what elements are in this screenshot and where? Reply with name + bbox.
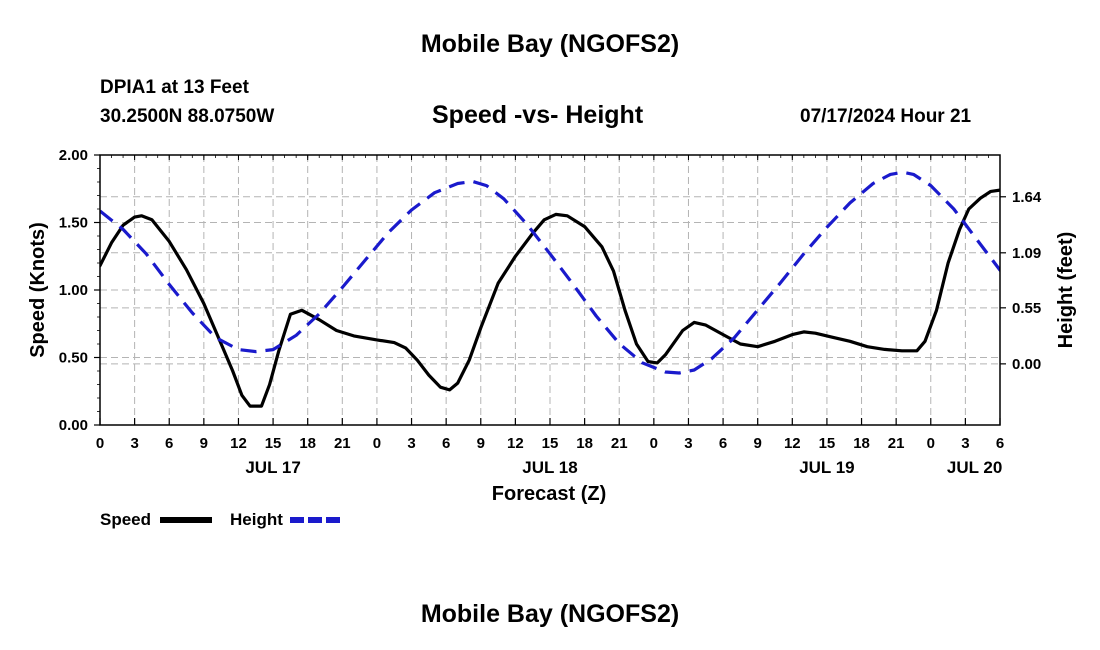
- x-tick-label: 6: [165, 435, 173, 452]
- x-tick-label: 3: [407, 435, 415, 452]
- x-tick-label: 21: [334, 435, 351, 452]
- y2-axis-label: Height (feet): [1055, 232, 1077, 349]
- x-tick-label: 18: [576, 435, 593, 452]
- main-title: Mobile Bay (NGOFS2): [420, 30, 680, 58]
- x-tick-label: 0: [373, 435, 381, 452]
- axes: 0 3 6 9 12 15 18 21 0 3 6 9 12 15 18 21 0 3 6 9 12 15 18 21 0 3 6 J…: [59, 147, 1042, 477]
- x-tick-label: 3: [684, 435, 692, 452]
- y2-tick-label: 0.00: [1012, 356, 1041, 373]
- coordinates-label: 30.2500N 88.0750W: [100, 106, 275, 127]
- x-tick-label: 9: [477, 435, 485, 452]
- legend: Speed Height: [100, 510, 342, 529]
- x-tick-label: 15: [819, 435, 836, 452]
- x-tick-label: 9: [200, 435, 208, 452]
- date-label: JUL 18: [522, 458, 577, 477]
- footer-title: Mobile Bay (NGOFS2): [420, 600, 680, 628]
- chart-title: Speed -vs- Height: [432, 101, 644, 129]
- y2-tick-label: 1.09: [1012, 245, 1041, 262]
- date-label: JUL 19: [799, 458, 854, 477]
- y-axis-label: Speed (Knots): [27, 222, 49, 358]
- x-tick-label: 18: [299, 435, 316, 452]
- x-tick-label: 0: [96, 435, 104, 452]
- series-line-height: [100, 170, 1000, 375]
- x-tick-label: 21: [888, 435, 905, 452]
- x-axis-label: Forecast (Z): [492, 483, 606, 505]
- x-tick-label: 21: [611, 435, 628, 452]
- x-tick-label: 9: [754, 435, 762, 452]
- y2-tick-label: 1.64: [1012, 189, 1042, 206]
- date-label: JUL 20: [947, 458, 1002, 477]
- y-tick-label: 1.00: [59, 282, 88, 299]
- x-tick-label: 18: [853, 435, 870, 452]
- y2-tick-label: 0.55: [1012, 300, 1041, 317]
- x-tick-label: 3: [130, 435, 138, 452]
- y-tick-label: 2.00: [59, 147, 88, 164]
- y-tick-label: 1.50: [59, 215, 88, 232]
- run-time-label: 07/17/2024 Hour 21: [800, 106, 972, 127]
- series-layer: [100, 170, 1000, 408]
- x-tick-label: 15: [542, 435, 559, 452]
- x-tick-label: 12: [230, 435, 247, 452]
- x-tick-label: 6: [996, 435, 1004, 452]
- date-label: JUL 17: [245, 458, 300, 477]
- legend-label-speed: Speed: [100, 510, 151, 529]
- x-tick-label: 6: [442, 435, 450, 452]
- x-tick-label: 3: [961, 435, 969, 452]
- x-tick-label: 12: [784, 435, 801, 452]
- x-tick-label: 6: [719, 435, 727, 452]
- x-tick-label: 0: [927, 435, 935, 452]
- x-tick-label: 0: [650, 435, 658, 452]
- y-tick-label: 0.50: [59, 350, 88, 367]
- grid-lines: [100, 155, 1000, 425]
- x-tick-label: 12: [507, 435, 524, 452]
- x-tick-label: 15: [265, 435, 282, 452]
- station-label: DPIA1 at 13 Feet: [100, 77, 249, 98]
- legend-label-height: Height: [230, 510, 283, 529]
- y-tick-label: 0.00: [59, 417, 88, 434]
- series-line-speed: [100, 188, 1000, 408]
